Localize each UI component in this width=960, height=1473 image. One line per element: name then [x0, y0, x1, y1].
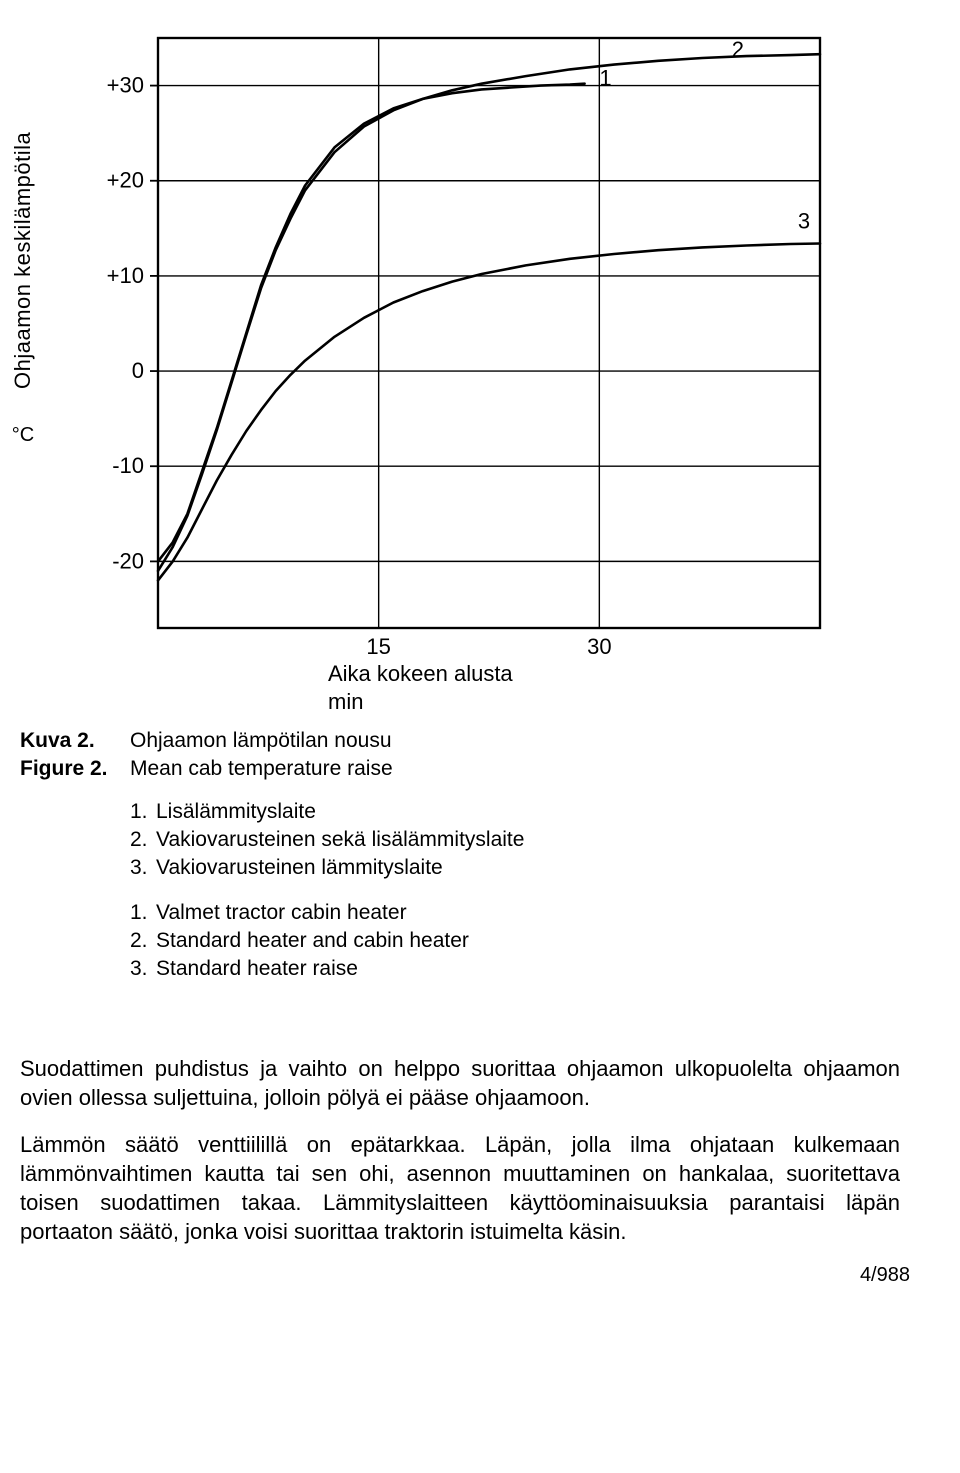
- x-axis-label-line2: min: [328, 688, 920, 716]
- legend-item: 2.Vakiovarusteinen sekä lisälämmityslait…: [130, 826, 920, 854]
- y-axis-unit: °C: [12, 424, 34, 447]
- legend-item-number: 3.: [130, 955, 156, 983]
- legend-item-text: Vakiovarusteinen lämmityslaite: [156, 854, 443, 882]
- legend-item: 3.Standard heater raise: [130, 955, 920, 983]
- x-axis-label-line1: Aika kokeen alusta: [328, 660, 920, 688]
- page-number: 4/988: [860, 1264, 910, 1287]
- legend-item: 2.Standard heater and cabin heater: [130, 927, 920, 955]
- temperature-chart: -20 -10 0 +10 +20 +30 15 30 1 2 3: [40, 20, 840, 660]
- legend-item-text: Standard heater and cabin heater: [156, 927, 469, 955]
- body-paragraph: Suodattimen puhdistus ja vaihto on helpp…: [20, 1054, 900, 1112]
- y-axis-label: Ohjaamon keskilämpötila: [10, 100, 36, 420]
- legend-item-text: Vakiovarusteinen sekä lisälämmityslaite: [156, 826, 524, 854]
- svg-text:1: 1: [599, 66, 611, 91]
- legend-item-number: 3.: [130, 854, 156, 882]
- svg-text:+10: +10: [107, 263, 144, 288]
- legend-item: 1.Valmet tractor cabin heater: [130, 899, 920, 927]
- svg-text:+30: +30: [107, 73, 144, 98]
- caption-kuva-label: Kuva 2.: [20, 727, 130, 755]
- legend-item-number: 2.: [130, 826, 156, 854]
- caption-figure-text: Mean cab temperature raise: [130, 755, 393, 783]
- svg-text:-20: -20: [112, 548, 144, 573]
- y-axis-label-container: Ohjaamon keskilämpötila °C: [10, 100, 36, 447]
- legend-item-text: Valmet tractor cabin heater: [156, 899, 407, 927]
- legend-item-number: 2.: [130, 927, 156, 955]
- legend-item: 1.Lisälämmityslaite: [130, 798, 920, 826]
- legend-finnish: 1.Lisälämmityslaite2.Vakiovarusteinen se…: [130, 798, 920, 883]
- x-axis-label-block: Aika kokeen alusta min: [328, 660, 920, 715]
- legend-item-text: Standard heater raise: [156, 955, 358, 983]
- svg-text:2: 2: [732, 37, 744, 62]
- legend-item-number: 1.: [130, 798, 156, 826]
- caption-figure-label: Figure 2.: [20, 755, 130, 783]
- legend-english: 1.Valmet tractor cabin heater2.Standard …: [130, 899, 920, 984]
- caption-kuva-text: Ohjaamon lämpötilan nousu: [130, 727, 392, 755]
- svg-text:0: 0: [132, 358, 144, 383]
- legend-item: 3.Vakiovarusteinen lämmityslaite: [130, 854, 920, 882]
- svg-text:30: 30: [587, 634, 611, 659]
- legend-item-number: 1.: [130, 899, 156, 927]
- body-text: Suodattimen puhdistus ja vaihto on helpp…: [20, 1054, 900, 1246]
- svg-text:-10: -10: [112, 453, 144, 478]
- legend-item-text: Lisälämmityslaite: [156, 798, 316, 826]
- svg-text:3: 3: [798, 208, 810, 233]
- body-paragraph: Lämmön säätö venttiilillä on epätarkkaa.…: [20, 1130, 900, 1246]
- svg-text:15: 15: [366, 634, 390, 659]
- svg-text:+20: +20: [107, 168, 144, 193]
